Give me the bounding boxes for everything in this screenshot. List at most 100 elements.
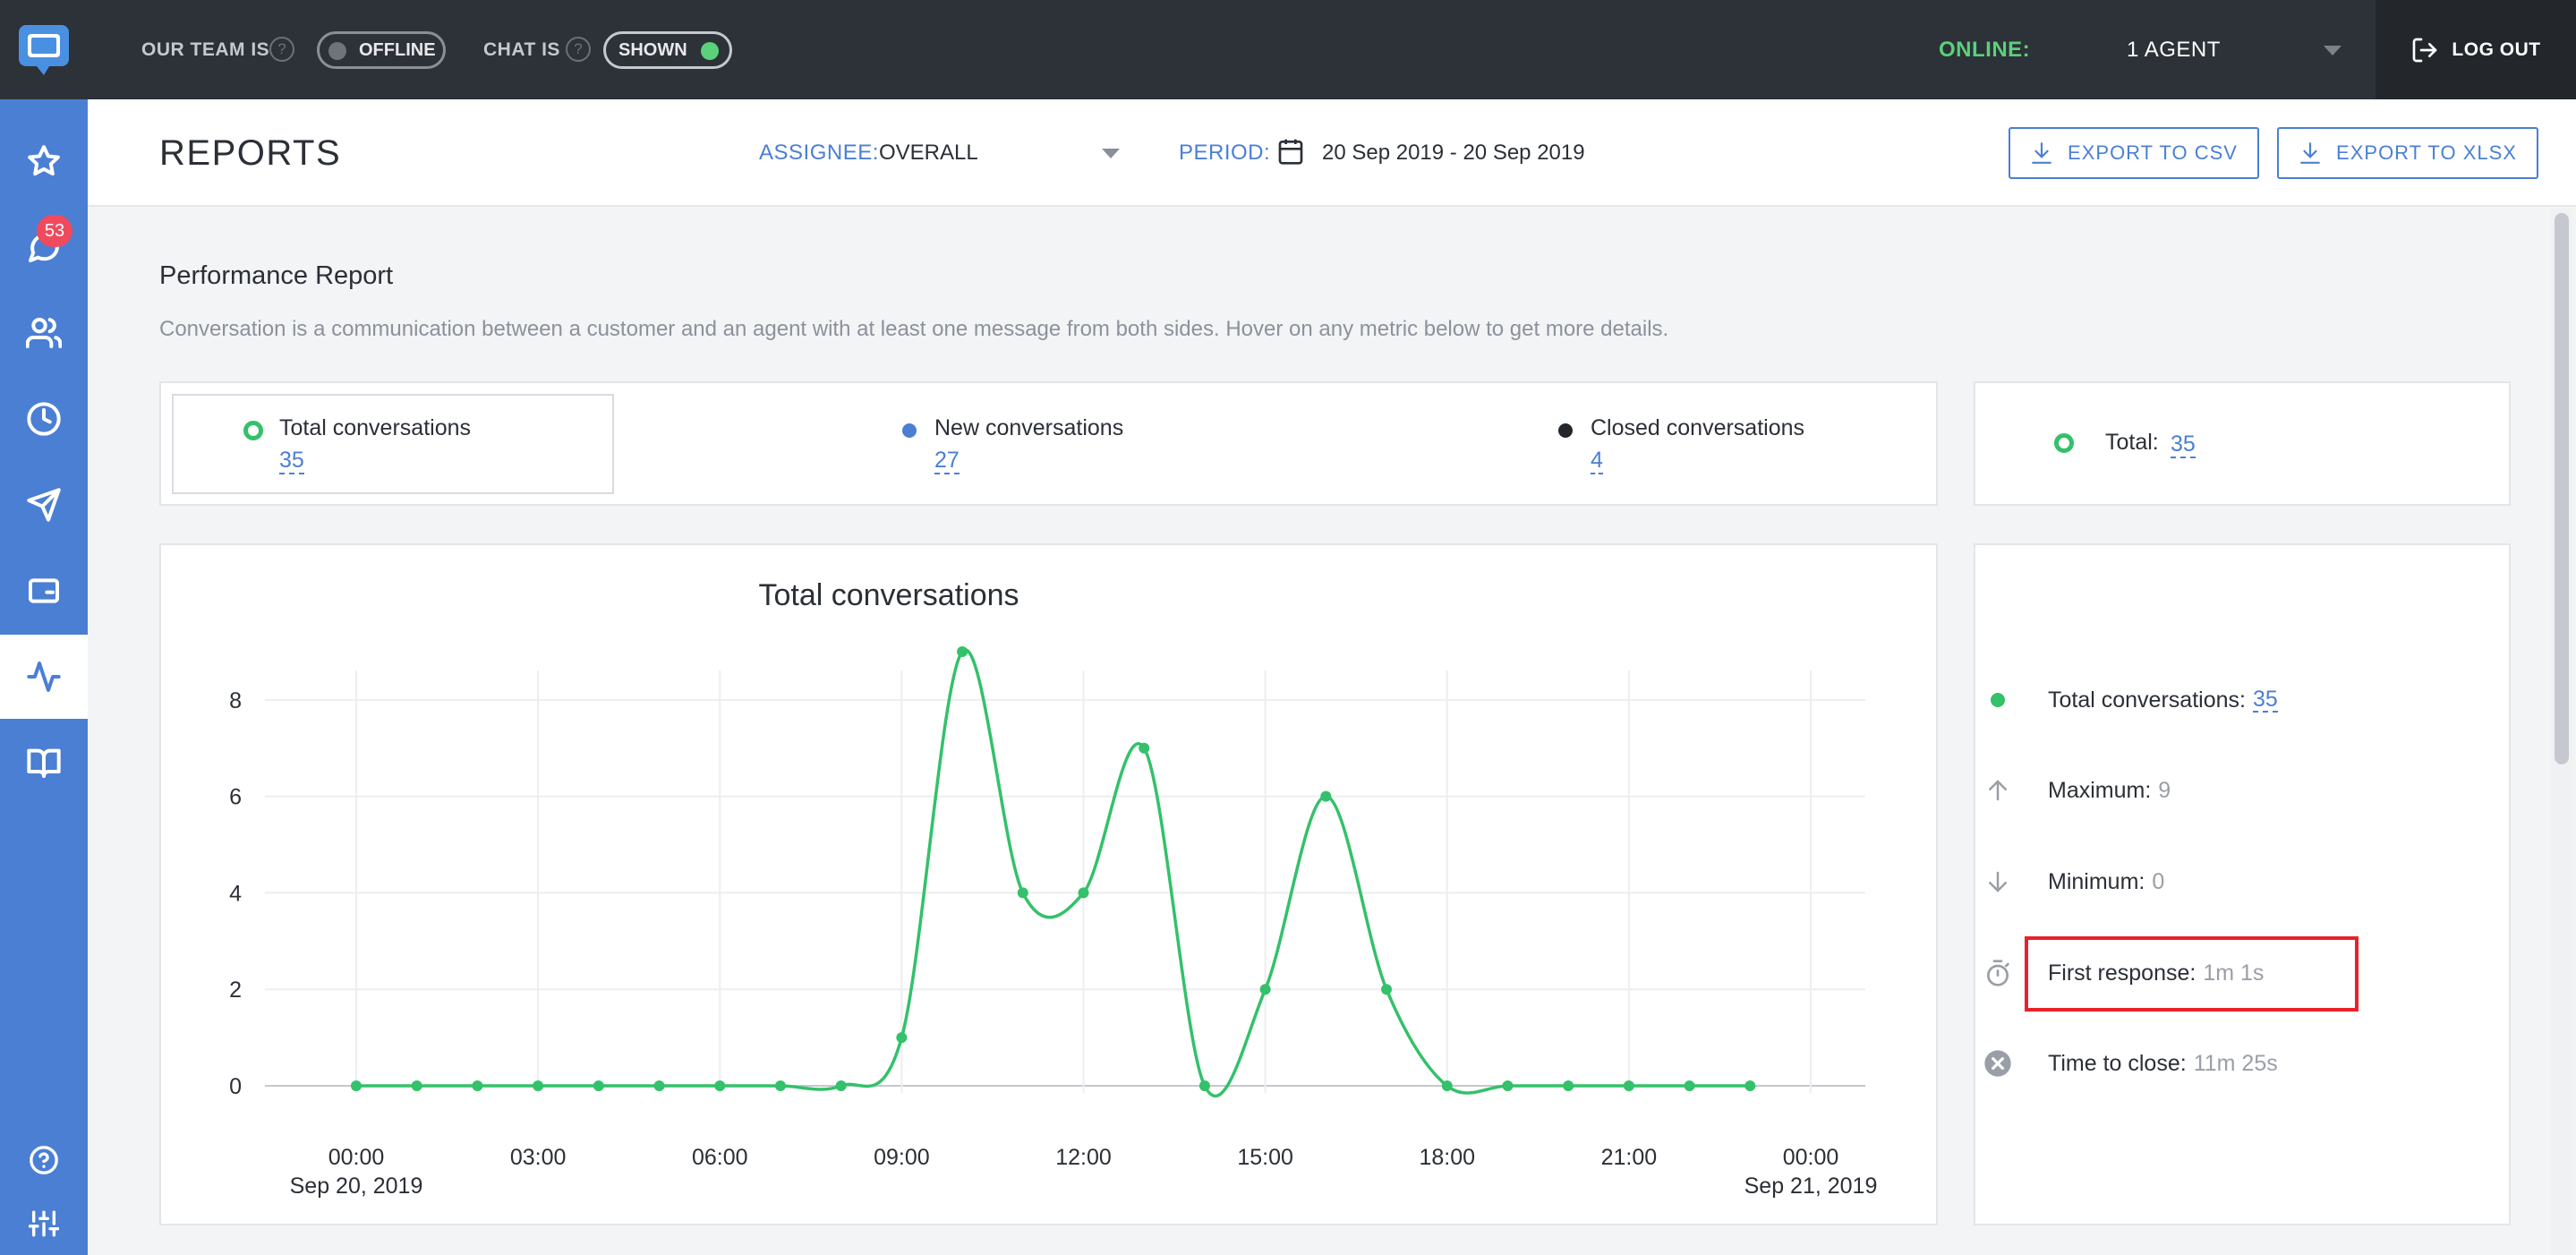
data-point-09:00[interactable] <box>896 1032 908 1044</box>
page-title: REPORTS <box>159 133 342 173</box>
green-dot-icon <box>1991 693 2005 707</box>
stat-time-to-close-value: 11m 25s <box>2193 1050 2278 1076</box>
sidebar-item-favorites[interactable] <box>0 119 88 203</box>
reports-header: REPORTS ASSIGNEE: OVERALL PERIOD: 20 Sep… <box>88 99 2576 207</box>
data-point-12:00[interactable] <box>1078 887 1089 899</box>
y-tick-label: 6 <box>229 785 242 810</box>
export-csv-button[interactable]: EXPORT TO CSV <box>2009 127 2259 179</box>
chat-help-icon[interactable]: ? <box>566 37 591 62</box>
metric-total-conversations[interactable]: Total conversations 35 <box>240 394 580 494</box>
logout-label: LOG OUT <box>2452 38 2541 60</box>
data-point-19:00[interactable] <box>1502 1080 1514 1091</box>
stat-max-value: 9 <box>2158 777 2171 803</box>
stat-min-value: 0 <box>2152 868 2165 894</box>
y-tick-label: 0 <box>229 1074 242 1099</box>
sidebar-item-reports[interactable] <box>0 635 88 719</box>
data-point-23:00[interactable] <box>1744 1080 1756 1091</box>
metric-closed-conversations[interactable]: Closed conversations 4 <box>1558 394 1898 494</box>
arrow-up-icon <box>1989 780 2007 801</box>
data-point-15:00[interactable] <box>1259 984 1271 995</box>
period-range[interactable]: 20 Sep 2019 - 20 Sep 2019 <box>1322 141 1585 165</box>
team-help-icon[interactable]: ? <box>269 37 294 62</box>
content-scrollbar-thumb[interactable] <box>2555 213 2569 764</box>
stat-max-label: Maximum: <box>2048 777 2152 803</box>
metric-value[interactable]: 4 <box>1591 448 1603 474</box>
sidebar-item-customers[interactable] <box>0 291 88 375</box>
sidebar-item-campaigns[interactable] <box>0 463 88 547</box>
data-point-00:00[interactable] <box>351 1080 362 1091</box>
line-chart[interactable]: 0 2 4 6 8 00:00 Sep 20, 2019 03:00 06:00 09:00 12… <box>159 543 1938 1225</box>
calendar-icon[interactable] <box>1276 136 1305 166</box>
assignee-select[interactable]: OVERALL <box>879 141 978 165</box>
sidebar-item-knowledge-base[interactable] <box>0 721 88 805</box>
metric-new-conversations[interactable]: New conversations 27 <box>902 394 1242 494</box>
window-icon <box>29 578 59 603</box>
activity-icon <box>27 662 61 692</box>
total-label: Total: <box>2105 430 2159 455</box>
data-point-20:00[interactable] <box>1563 1080 1574 1091</box>
logout-button[interactable]: LOG OUT <box>2376 0 2576 99</box>
stats-panel <box>1974 543 2511 1225</box>
x-axis: 00:00 Sep 20, 2019 03:00 06:00 09:00 12:00 15:… <box>290 1145 1878 1199</box>
stat-total-label: Total conversations: <box>2048 687 2246 713</box>
x-tick-label: 00:00 <box>1783 1145 1839 1170</box>
data-point-03:00[interactable] <box>533 1080 544 1091</box>
data-point-17:00[interactable] <box>1381 984 1393 995</box>
data-point-06:00[interactable] <box>714 1080 726 1091</box>
data-point-08:00[interactable] <box>835 1080 847 1091</box>
clock-icon <box>27 402 61 436</box>
stat-time-to-close-label: Time to close: <box>2048 1050 2187 1076</box>
data-point-14:00[interactable] <box>1198 1080 1210 1091</box>
chat-visibility-toggle[interactable]: SHOWN <box>603 31 732 69</box>
logout-icon <box>2413 38 2437 62</box>
toggle-knob-on <box>701 42 719 60</box>
data-point-11:00[interactable] <box>1017 887 1028 899</box>
x-tick-label: 00:00 <box>328 1145 385 1170</box>
total-summary: Total: 35 <box>2054 394 2323 494</box>
y-axis: 0 2 4 6 8 <box>229 688 242 1099</box>
sidebar-item-widgets[interactable] <box>0 549 88 633</box>
assignee-label: ASSIGNEE: <box>759 141 879 165</box>
team-status-toggle[interactable]: OFFLINE <box>317 31 446 69</box>
metric-selected-frame[interactable] <box>172 394 614 494</box>
metric-dot-blue <box>902 423 917 438</box>
metric-label: New conversations <box>934 415 1124 440</box>
data-point-07:00[interactable] <box>774 1080 786 1091</box>
total-dot-green <box>2054 433 2074 453</box>
total-value[interactable]: 35 <box>2171 431 2196 458</box>
assignee-dropdown-caret-icon[interactable] <box>1102 149 1120 158</box>
users-icon <box>26 318 62 348</box>
online-dropdown-caret-icon[interactable] <box>2324 46 2341 55</box>
data-point-02:00[interactable] <box>472 1080 483 1091</box>
sidebar-item-history[interactable] <box>0 377 88 461</box>
data-point-21:00[interactable] <box>1623 1080 1634 1091</box>
data-point-01:00[interactable] <box>411 1080 422 1091</box>
app-logo[interactable] <box>0 0 88 99</box>
highlight-first-response-box <box>2025 936 2358 1012</box>
export-xlsx-button[interactable]: EXPORT TO XLSX <box>2277 127 2538 179</box>
chart-panel <box>159 543 1938 1225</box>
data-point-18:00[interactable] <box>1441 1080 1453 1091</box>
stat-maximum: Maximum: 9 <box>1969 768 2171 813</box>
metric-dot-black <box>1558 423 1573 438</box>
online-agents-count[interactable]: 1 AGENT <box>2127 38 2221 62</box>
sidebar-item-help[interactable] <box>0 1118 88 1202</box>
chat-visibility-value: SHOWN <box>618 40 687 60</box>
chart-grid <box>265 670 1865 1093</box>
help-icon <box>30 1146 58 1174</box>
sidebar-item-settings[interactable] <box>0 1200 88 1255</box>
x-tick-label: 03:00 <box>510 1145 567 1170</box>
data-point-10:00[interactable] <box>957 645 968 657</box>
stat-total-value[interactable]: 35 <box>2252 687 2278 713</box>
data-point-22:00[interactable] <box>1684 1080 1695 1091</box>
metric-value[interactable]: 27 <box>934 448 960 474</box>
stopwatch-icon <box>1987 960 2009 986</box>
data-point-16:00[interactable] <box>1320 790 1332 802</box>
metric-value[interactable]: 35 <box>279 448 304 474</box>
x-tick-label: 21:00 <box>1601 1145 1658 1170</box>
data-point-05:00[interactable] <box>653 1080 665 1091</box>
arrow-down-icon <box>1989 871 2007 892</box>
export-csv-label: EXPORT TO CSV <box>2068 141 2238 164</box>
data-point-13:00[interactable] <box>1139 742 1150 754</box>
data-point-04:00[interactable] <box>593 1080 604 1091</box>
